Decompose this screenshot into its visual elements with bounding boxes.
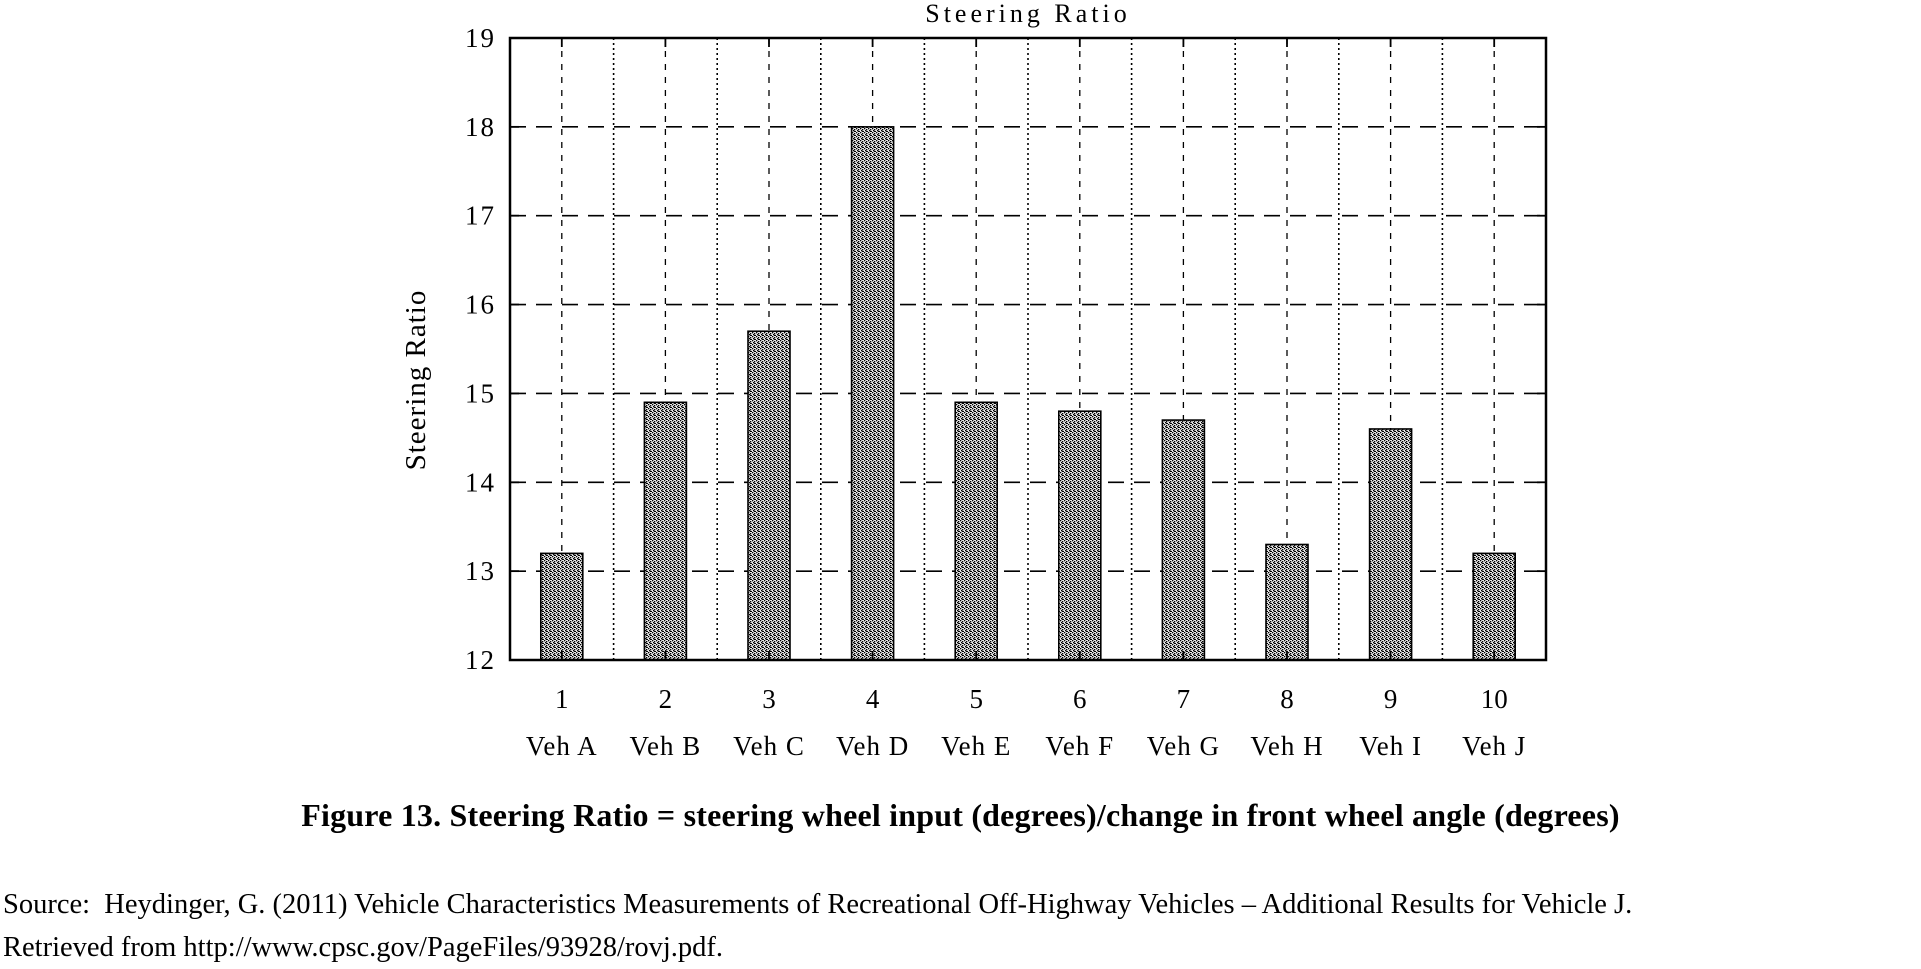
- x-tick-number: 10: [1481, 684, 1508, 714]
- x-tick-vehicle-name: Veh A: [526, 731, 598, 761]
- x-tick-number: 7: [1177, 684, 1191, 714]
- y-axis-label: Steering Ratio: [400, 290, 432, 471]
- x-tick-number: 1: [555, 684, 569, 714]
- x-tick-vehicle-name: Veh G: [1147, 731, 1220, 761]
- bar-veh-a: [539, 552, 584, 661]
- y-tick-label: 13: [465, 556, 496, 586]
- y-tick-label: 12: [465, 645, 496, 675]
- bar-veh-h: [1265, 543, 1309, 661]
- chart-title: Steering Ratio: [925, 0, 1130, 28]
- x-tick-number: 9: [1384, 684, 1398, 714]
- bar-veh-d: [850, 126, 895, 661]
- bar-veh-c: [747, 330, 791, 661]
- bar-veh-g: [1161, 419, 1206, 661]
- x-tick-vehicle-name: Veh E: [941, 731, 1011, 761]
- y-tick-label: 18: [465, 112, 496, 142]
- bar-veh-e: [954, 401, 999, 661]
- x-tick-vehicle-name: Veh D: [836, 731, 909, 761]
- x-tick-vehicle-name: Veh H: [1250, 731, 1323, 761]
- y-tick-label: 17: [465, 201, 496, 231]
- y-tick-label: 15: [465, 378, 496, 408]
- x-tick-vehicle-name: Veh I: [1359, 731, 1422, 761]
- source-line-1: Source: Heydinger, G. (2011) Vehicle Cha…: [3, 889, 1633, 920]
- y-tick-label: 16: [465, 290, 496, 320]
- bar-veh-f: [1058, 410, 1102, 661]
- plot-frame: [508, 36, 1548, 662]
- x-tick-number: 6: [1073, 684, 1087, 714]
- bar-veh-j: [1472, 552, 1516, 661]
- source-line-2: Retrieved from http://www.cpsc.gov/PageF…: [3, 931, 724, 963]
- y-tick-label: 19: [465, 23, 496, 53]
- bar-veh-i: [1368, 428, 1413, 661]
- x-tick-number: 3: [762, 684, 776, 714]
- bar-veh-b: [643, 401, 688, 661]
- x-tick-number: 5: [969, 684, 983, 714]
- x-tick-number: 2: [659, 684, 673, 714]
- x-tick-number: 4: [866, 684, 880, 714]
- x-tick-vehicle-name: Veh F: [1045, 731, 1114, 761]
- x-tick-vehicle-name: Veh J: [1462, 731, 1526, 761]
- x-tick-number: 8: [1280, 684, 1294, 714]
- source-citation: Source: Heydinger, G. (2011) Vehicle Cha…: [3, 884, 1921, 969]
- figure-caption: Figure 13. Steering Ratio = steering whe…: [301, 797, 1620, 833]
- x-tick-vehicle-name: Veh C: [733, 731, 805, 761]
- y-tick-label: 14: [465, 467, 496, 497]
- x-tick-vehicle-name: Veh B: [630, 731, 702, 761]
